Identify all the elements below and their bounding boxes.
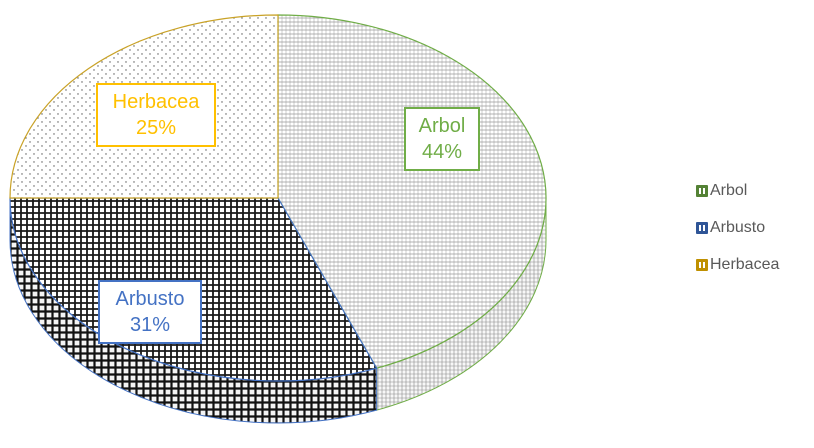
data-label-arbol-value: 44% <box>421 141 463 163</box>
legend-label-herbacea: Herbacea <box>710 256 780 273</box>
legend-swatch-arbusto <box>696 222 708 234</box>
legend-item-arbol: Arbol <box>696 178 779 204</box>
data-label-herbacea: Herbacea 25% <box>96 83 216 147</box>
legend-swatch-herbacea <box>696 259 708 271</box>
data-label-herbacea-value: 25% <box>135 117 177 139</box>
data-label-arbol: Arbol 44% <box>404 107 480 171</box>
data-label-herbacea-name: Herbacea <box>112 91 200 113</box>
legend-swatch-arbol <box>696 185 708 197</box>
legend-label-arbusto: Arbusto <box>710 219 766 236</box>
data-label-arbusto-value: 31% <box>129 314 171 336</box>
data-label-arbusto: Arbusto 31% <box>98 280 202 344</box>
data-label-arbusto-name: Arbusto <box>115 288 185 310</box>
data-label-arbol-name: Arbol <box>418 115 466 137</box>
slice-arbol <box>277 14 547 369</box>
chart-legend: Arbol Arbusto Herbacea <box>696 178 779 289</box>
pie-top-slices <box>9 14 547 382</box>
legend-label-arbol: Arbol <box>710 182 748 199</box>
legend-item-herbacea: Herbacea <box>696 252 779 278</box>
legend-item-arbusto: Arbusto <box>696 215 779 241</box>
